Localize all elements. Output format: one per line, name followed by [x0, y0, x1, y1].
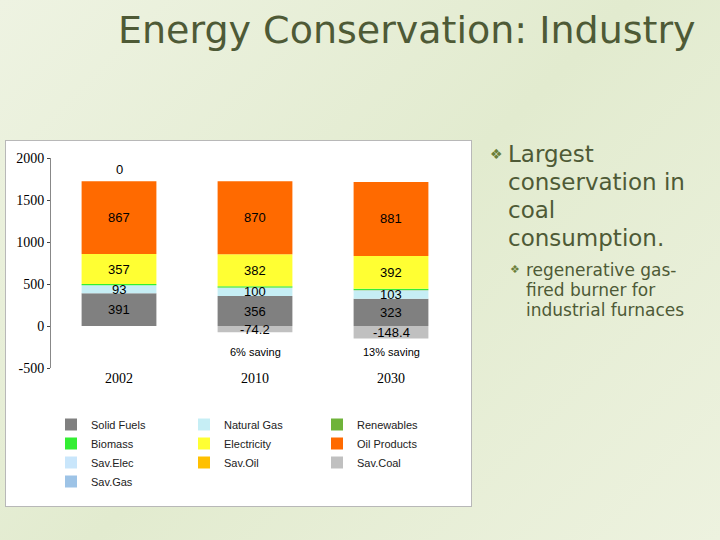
svg-text:Sav.Gas: Sav.Gas: [91, 476, 133, 488]
svg-text:867: 867: [108, 210, 130, 225]
svg-text:357: 357: [108, 262, 130, 277]
svg-text:Sav.Coal: Sav.Coal: [357, 457, 401, 469]
svg-text:13% saving: 13% saving: [363, 346, 420, 358]
svg-text:356: 356: [244, 304, 266, 319]
svg-text:Oil Products: Oil Products: [357, 438, 417, 450]
svg-text:-148.4: -148.4: [373, 325, 410, 340]
svg-text:-74.2: -74.2: [240, 322, 270, 337]
svg-text:323: 323: [380, 305, 402, 320]
svg-text:870: 870: [244, 210, 266, 225]
svg-text:Sav.Elec: Sav.Elec: [91, 457, 134, 469]
svg-text:100: 100: [244, 284, 266, 299]
svg-text:391: 391: [108, 302, 130, 317]
svg-text:382: 382: [244, 263, 266, 278]
svg-text:881: 881: [380, 211, 402, 226]
svg-text:Electricity: Electricity: [224, 438, 272, 450]
svg-text:500: 500: [23, 277, 44, 292]
svg-text:Natural Gas: Natural Gas: [224, 419, 283, 431]
html-text:Largest conservation in coal c: Largest conservation in coal consumption…: [508, 141, 685, 251]
svg-text:103: 103: [380, 287, 402, 302]
svg-text:6% saving: 6% saving: [230, 346, 281, 358]
svg-text:93: 93: [112, 282, 126, 297]
svg-text:392: 392: [380, 265, 402, 280]
svg-text:Biomass: Biomass: [91, 438, 134, 450]
svg-text:0: 0: [116, 162, 123, 177]
svg-text:2002: 2002: [105, 371, 133, 386]
svg-text:Sav.Oil: Sav.Oil: [224, 457, 259, 469]
svg-text:2030: 2030: [377, 371, 405, 386]
html-text:regenerative gas-fired burner: regenerative gas-fired burner for indust…: [526, 260, 685, 320]
svg-text:1000: 1000: [16, 235, 44, 250]
svg-text:Solid Fuels: Solid Fuels: [91, 419, 146, 431]
svg-text:-500: -500: [19, 361, 45, 376]
svg-text:Renewables: Renewables: [357, 419, 418, 431]
svg-text:2000: 2000: [16, 151, 44, 166]
html-text:Energy Conservation: Industry: Energy Conservation: Industry: [118, 8, 696, 52]
svg-text:0: 0: [37, 319, 44, 334]
svg-text:1500: 1500: [16, 193, 44, 208]
svg-text:2010: 2010: [241, 371, 269, 386]
